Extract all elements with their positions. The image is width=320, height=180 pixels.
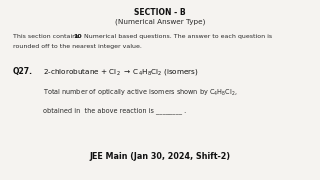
Text: obtained in  the above reaction is ________ .: obtained in the above reaction is ______… [43,107,187,114]
Text: 10: 10 [73,34,82,39]
Text: rounded off to the nearest integer value.: rounded off to the nearest integer value… [13,44,142,49]
Text: This section contains: This section contains [13,34,81,39]
Text: JEE Main (Jan 30, 2024, Shift-2): JEE Main (Jan 30, 2024, Shift-2) [89,152,231,161]
Text: 2-chlorobutane + Cl$_2$ $\rightarrow$ C$_4$H$_8$Cl$_2$ (isomers): 2-chlorobutane + Cl$_2$ $\rightarrow$ C$… [43,67,199,77]
Text: Numerical based questions. The answer to each question is: Numerical based questions. The answer to… [82,34,272,39]
Text: SECTION - B: SECTION - B [134,8,186,17]
Text: (Numerical Answer Type): (Numerical Answer Type) [115,19,205,25]
Text: Total number of optically active isomers shown by C$_4$H$_8$Cl$_2$,: Total number of optically active isomers… [43,88,238,98]
Text: Q27.: Q27. [13,67,33,76]
